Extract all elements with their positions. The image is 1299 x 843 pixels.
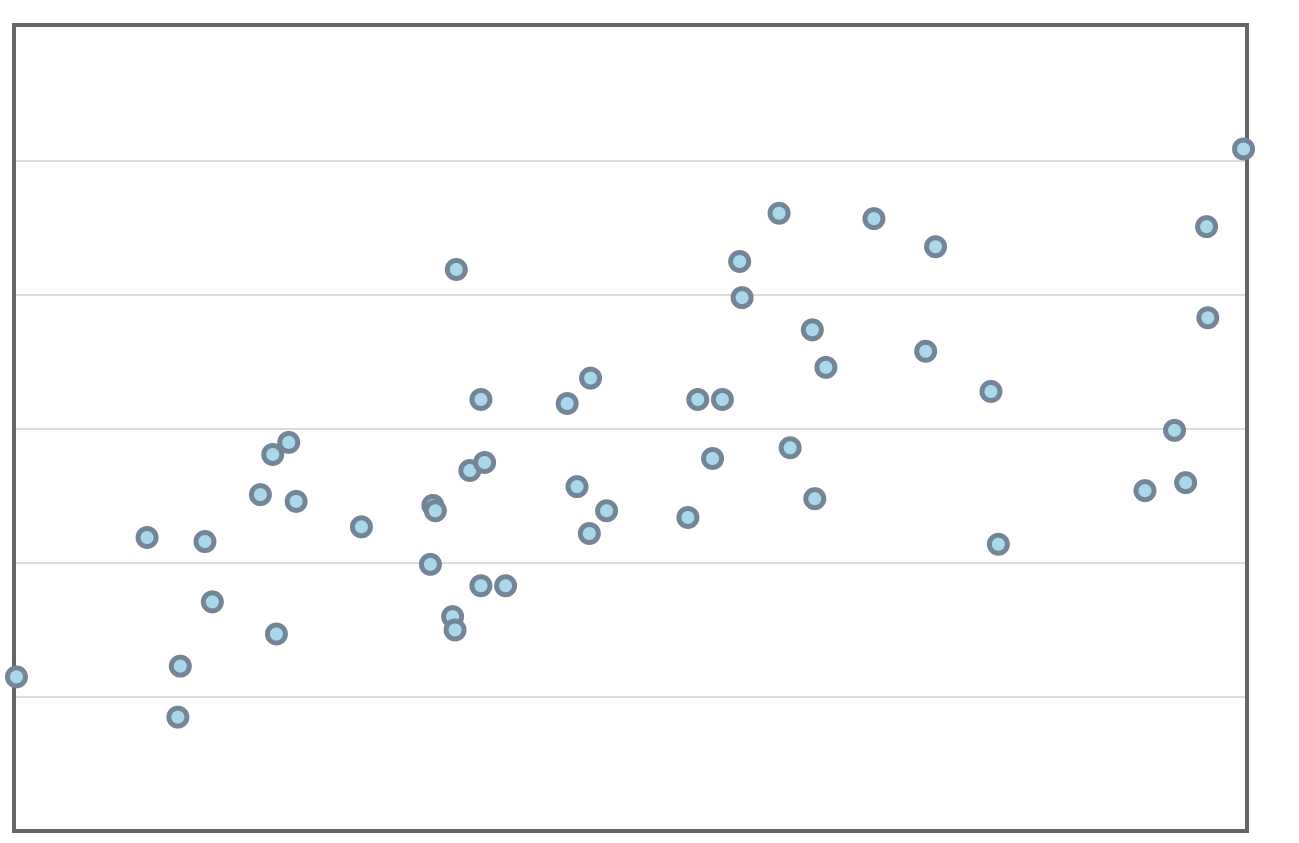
point <box>767 201 791 225</box>
point <box>986 532 1010 556</box>
point <box>979 379 1003 403</box>
point <box>686 388 710 412</box>
point <box>168 654 192 678</box>
point <box>473 451 497 474</box>
point <box>555 392 579 416</box>
point <box>800 318 824 342</box>
point <box>284 489 308 513</box>
point <box>814 355 838 379</box>
point <box>579 366 603 390</box>
point <box>166 705 190 729</box>
point <box>135 526 159 550</box>
point <box>676 505 700 529</box>
point <box>728 250 752 273</box>
point <box>248 483 272 507</box>
point <box>701 446 725 470</box>
point <box>444 258 468 282</box>
point <box>469 574 493 598</box>
point <box>349 515 373 539</box>
point <box>261 442 285 466</box>
point <box>1232 137 1256 161</box>
point <box>924 235 948 259</box>
point <box>423 499 447 523</box>
point <box>494 574 518 598</box>
point <box>730 286 754 310</box>
point <box>577 522 601 546</box>
plot-frame <box>12 23 1249 833</box>
point <box>1195 215 1219 239</box>
point <box>4 665 28 689</box>
point <box>1133 479 1157 503</box>
point <box>565 475 589 499</box>
point <box>443 618 467 642</box>
point <box>1196 306 1220 330</box>
point <box>914 339 938 363</box>
point <box>710 388 734 412</box>
point <box>418 552 442 576</box>
point <box>803 487 827 511</box>
point <box>200 590 224 614</box>
point <box>264 622 288 646</box>
point <box>1174 471 1198 495</box>
point <box>193 530 217 554</box>
point <box>862 207 886 231</box>
point <box>277 430 301 454</box>
point <box>469 388 493 412</box>
point <box>595 499 619 523</box>
point <box>1163 418 1187 442</box>
point <box>778 436 802 460</box>
